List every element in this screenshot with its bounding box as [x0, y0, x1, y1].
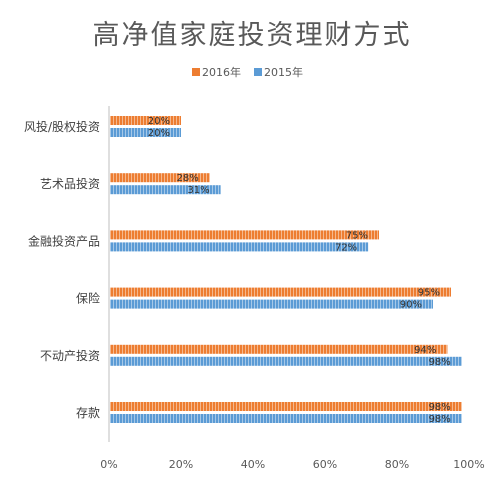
data-label: 28% [177, 173, 199, 184]
bar-1-5 [110, 414, 462, 423]
data-label: 98% [429, 414, 451, 425]
bar-0-2 [110, 230, 379, 240]
category-label: 保险 [76, 291, 100, 306]
legend-swatch [192, 68, 200, 76]
x-tick-label: 20% [169, 458, 193, 471]
x-tick-label: 0% [100, 458, 117, 471]
bar-1-0 [110, 128, 181, 137]
legend-label: 2015年 [264, 65, 303, 79]
bar-0-5 [110, 402, 462, 411]
data-label: 20% [148, 128, 170, 139]
legend-item-0: 2016年 [192, 65, 241, 79]
plot-area: 风投/股权投资 20%20%艺术品投资 28%31%金融投资产品 75%72%保险 95… [24, 106, 485, 471]
data-label: 72% [335, 242, 357, 253]
x-tick-label: 40% [241, 458, 265, 471]
data-label: 98% [429, 402, 451, 413]
x-tick-label: 80% [385, 458, 409, 471]
category-label: 金融投资产品 [28, 233, 100, 248]
category-label: 存款 [76, 406, 100, 420]
data-label: 95% [418, 288, 440, 299]
bar-0-3 [110, 287, 451, 297]
category-label: 艺术品投资 [40, 176, 100, 191]
category-label: 不动产投资 [40, 348, 100, 363]
data-label: 31% [187, 185, 209, 196]
bar-0-1 [110, 173, 210, 183]
bar-1-4 [110, 356, 462, 366]
bar-0-0 [110, 116, 181, 125]
bar-0-4 [110, 344, 448, 354]
data-label: 20% [148, 116, 170, 127]
data-label: 90% [400, 300, 422, 311]
data-label: 98% [429, 357, 451, 368]
bar-1-3 [110, 299, 433, 309]
x-tick-label: 100% [453, 458, 484, 471]
data-label: 94% [414, 345, 436, 356]
legend-label: 2016年 [202, 65, 241, 79]
legend-item-1: 2015年 [254, 65, 303, 79]
bar-1-2 [110, 242, 369, 252]
legend-swatch [254, 68, 262, 76]
data-label: 75% [346, 230, 368, 241]
chart-legend: 2016年 2015年 [192, 65, 303, 79]
bar-1-1 [110, 185, 221, 195]
category-label: 风投/股权投资 [24, 119, 100, 134]
x-tick-label: 60% [313, 458, 337, 471]
chart-title: 高净值家庭投资理财方式 [93, 20, 412, 51]
